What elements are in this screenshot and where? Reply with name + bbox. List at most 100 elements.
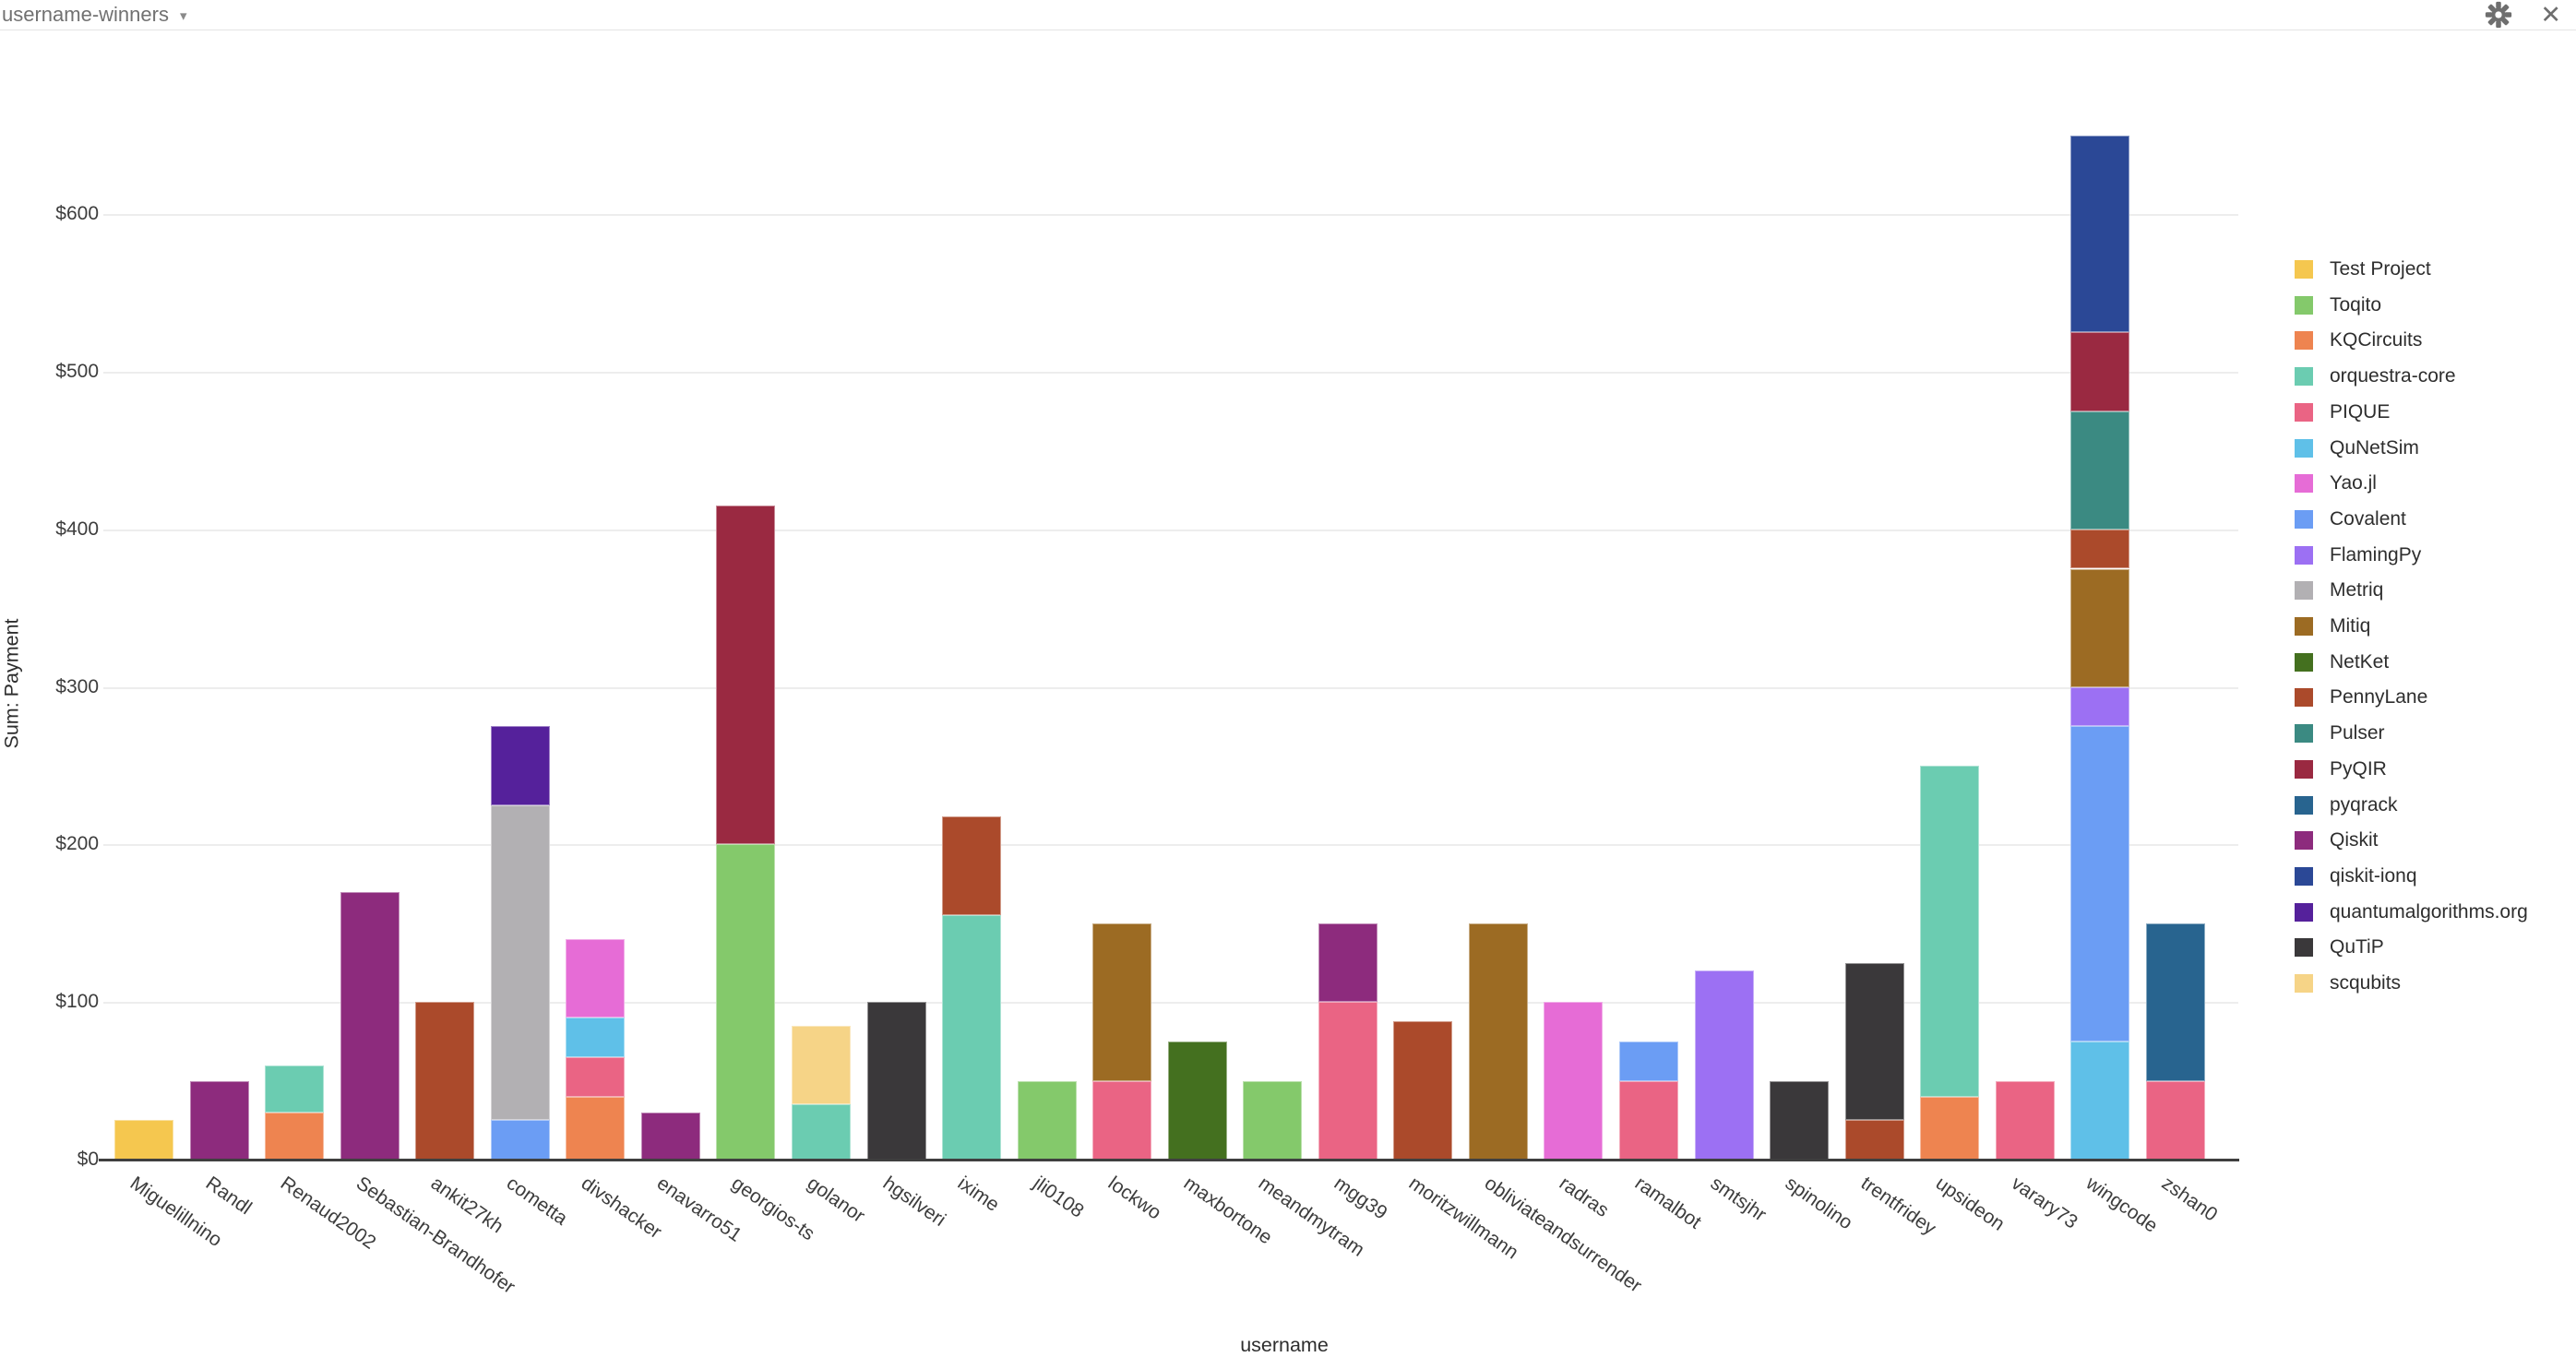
bar-segment[interactable] bbox=[490, 804, 550, 1121]
bar-segment[interactable] bbox=[1017, 1080, 1077, 1160]
legend-label: FlamingPy bbox=[2330, 543, 2422, 565]
bar-segment[interactable] bbox=[866, 1002, 926, 1160]
bar-segment[interactable] bbox=[1920, 766, 1980, 1097]
bar-segment[interactable] bbox=[1770, 1080, 1830, 1160]
gear-icon bbox=[2486, 1, 2512, 29]
bar-segment[interactable] bbox=[1694, 970, 1754, 1160]
legend-label: Mitiq bbox=[2330, 615, 2371, 637]
x-axis-category-label: spinolino bbox=[1781, 1173, 1857, 1234]
bar-segment[interactable] bbox=[265, 1112, 325, 1160]
chevron-down-icon: ▾ bbox=[179, 8, 187, 24]
bar-segment[interactable] bbox=[114, 1120, 173, 1160]
bar-segment[interactable] bbox=[566, 938, 626, 1018]
bar-segment[interactable] bbox=[1167, 1041, 1227, 1160]
bar-segment[interactable] bbox=[1619, 1041, 1678, 1081]
legend-swatch bbox=[2295, 831, 2313, 851]
legend-item: scqubits bbox=[2295, 972, 2401, 994]
y-axis-tick-label: $600 bbox=[55, 203, 99, 225]
legend-swatch bbox=[2295, 474, 2313, 494]
bar-segment[interactable] bbox=[566, 1056, 626, 1097]
bar-segment[interactable] bbox=[1619, 1080, 1678, 1160]
legend-label: Metriq bbox=[2330, 579, 2384, 601]
header-actions: ✕ bbox=[2485, 1, 2561, 29]
legend-label: scqubits bbox=[2330, 972, 2402, 994]
chart-title: username-winners bbox=[2, 3, 169, 26]
bar-segment[interactable] bbox=[1844, 1120, 1904, 1160]
bar-segment[interactable] bbox=[1468, 923, 1528, 1160]
bar-segment[interactable] bbox=[2070, 332, 2130, 411]
legend-label: quantumalgorithms.org bbox=[2330, 900, 2528, 923]
bar-segment[interactable] bbox=[1318, 1002, 1377, 1160]
bar-segment[interactable] bbox=[265, 1065, 325, 1113]
legend-swatch bbox=[2295, 795, 2313, 815]
legend-swatch bbox=[2295, 652, 2313, 672]
x-axis-category-label: cometta bbox=[502, 1173, 571, 1230]
legend-swatch bbox=[2295, 617, 2313, 636]
legend-item: KQCircuits bbox=[2295, 329, 2422, 351]
bar-segment[interactable] bbox=[1243, 1080, 1303, 1160]
legend-swatch bbox=[2295, 295, 2313, 315]
bar-segment[interactable] bbox=[2070, 411, 2130, 530]
x-axis-category-label: smtsjhr bbox=[1706, 1173, 1770, 1226]
bar-segment[interactable] bbox=[1092, 923, 1152, 1081]
chart-title-dropdown[interactable]: username-winners ▾ bbox=[2, 3, 187, 27]
bar-segment[interactable] bbox=[1920, 1096, 1980, 1160]
bar-segment[interactable] bbox=[1393, 1020, 1453, 1160]
bar-segment[interactable] bbox=[1092, 1080, 1152, 1160]
x-axis-category-label: mgg39 bbox=[1330, 1173, 1391, 1224]
bar-segment[interactable] bbox=[2145, 923, 2205, 1081]
legend-item: Qiskit bbox=[2295, 829, 2379, 851]
legend-item: Pulser bbox=[2295, 722, 2385, 744]
bar-segment[interactable] bbox=[340, 891, 400, 1160]
legend-label: PennyLane bbox=[2330, 686, 2428, 708]
bar-segment[interactable] bbox=[1318, 923, 1377, 1003]
bar-segment[interactable] bbox=[490, 1120, 550, 1160]
bar-segment[interactable] bbox=[189, 1080, 249, 1160]
legend-item: quantumalgorithms.org bbox=[2295, 901, 2528, 923]
x-axis-category-label: hgsilveri bbox=[878, 1173, 949, 1232]
bar-segment[interactable] bbox=[1844, 962, 1904, 1121]
bar-segment[interactable] bbox=[415, 1002, 475, 1160]
bar-segment[interactable] bbox=[2070, 1041, 2130, 1160]
legend-label: QuTiP bbox=[2330, 936, 2384, 958]
bar-segment[interactable] bbox=[2145, 1080, 2205, 1160]
bar-segment[interactable] bbox=[942, 915, 1002, 1160]
legend-item: Toqito bbox=[2295, 294, 2381, 316]
bar-segment[interactable] bbox=[640, 1112, 700, 1160]
legend-swatch bbox=[2295, 331, 2313, 351]
bar-segment[interactable] bbox=[1995, 1080, 2055, 1160]
bar-segment[interactable] bbox=[716, 844, 776, 1160]
legend-swatch bbox=[2295, 866, 2313, 886]
bar-segment[interactable] bbox=[2070, 529, 2130, 569]
bar-segment[interactable] bbox=[490, 726, 550, 805]
bar-segment[interactable] bbox=[566, 1018, 626, 1057]
legend-swatch bbox=[2295, 367, 2313, 387]
legend-item: PIQUE bbox=[2295, 401, 2390, 423]
x-axis-category-label: lockwo bbox=[1103, 1173, 1165, 1224]
gridline bbox=[103, 529, 2238, 531]
bar-segment[interactable] bbox=[1544, 1002, 1604, 1160]
bar-segment[interactable] bbox=[2070, 686, 2130, 727]
bar-segment[interactable] bbox=[942, 815, 1002, 916]
gridline bbox=[103, 844, 2238, 847]
bar-segment[interactable] bbox=[566, 1096, 626, 1160]
y-axis-tick-label: $100 bbox=[55, 991, 99, 1013]
bar-segment[interactable] bbox=[791, 1025, 851, 1105]
bar-segment[interactable] bbox=[791, 1104, 851, 1160]
legend-item: PyQIR bbox=[2295, 758, 2387, 780]
x-axis-category-label: varary73 bbox=[2007, 1173, 2081, 1233]
x-axis-category-label: Randl bbox=[201, 1173, 256, 1220]
bar-segment[interactable] bbox=[2070, 726, 2130, 1042]
settings-button[interactable] bbox=[2485, 1, 2512, 29]
x-axis-category-label: radras bbox=[1556, 1173, 1614, 1221]
bar-segment[interactable] bbox=[2070, 135, 2130, 333]
stacked-bar-chart: Sum: Payment username $0 $100 $200 $300 $400… bbox=[0, 30, 2576, 1369]
y-axis-tick-label: $400 bbox=[55, 518, 99, 540]
legend-swatch bbox=[2295, 509, 2313, 529]
close-icon[interactable]: ✕ bbox=[2540, 0, 2561, 29]
bar-segment[interactable] bbox=[2070, 568, 2130, 687]
bar-segment[interactable] bbox=[716, 506, 776, 845]
legend-swatch bbox=[2295, 938, 2313, 958]
legend-swatch bbox=[2295, 402, 2313, 422]
